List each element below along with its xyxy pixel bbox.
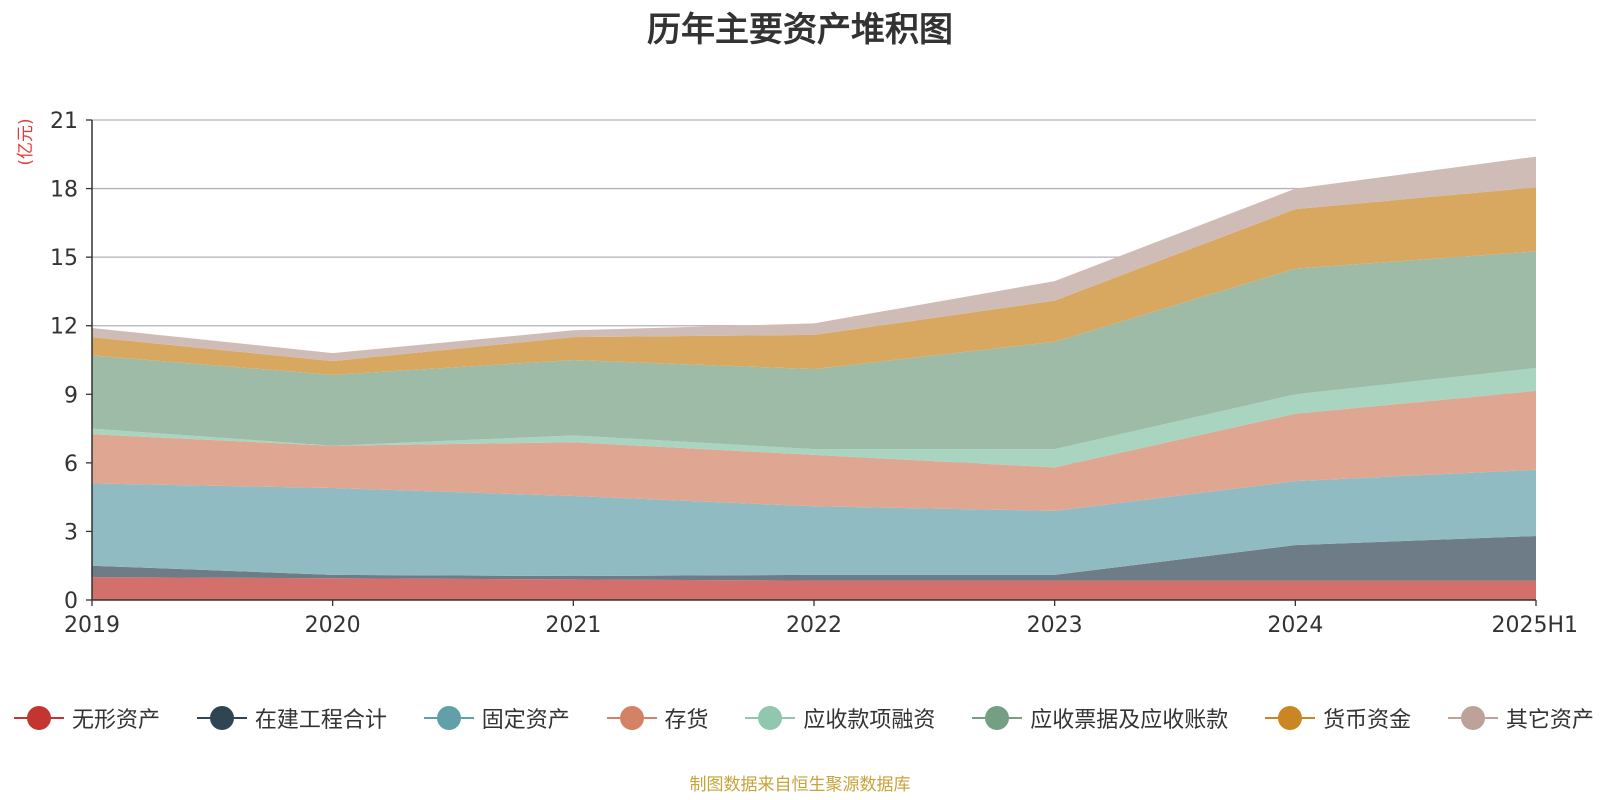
legend-marker-icon <box>196 705 247 731</box>
legend-label: 应收票据及应收账款 <box>1030 708 1229 733</box>
legend-marker-icon <box>423 705 474 731</box>
x-tick-label: 2023 <box>1027 613 1083 638</box>
legend-item[interactable]: 固定资产 <box>423 702 570 734</box>
legend-item[interactable]: 存货 <box>606 702 709 734</box>
legend-dot <box>436 706 461 730</box>
area-series <box>92 187 1536 375</box>
area-series <box>92 469 1536 576</box>
y-tick-label: 12 <box>50 315 78 340</box>
x-tick-label: 2022 <box>786 613 842 638</box>
x-tick-label: 2019 <box>64 613 120 638</box>
legend-label: 无形资产 <box>72 708 161 733</box>
y-tick-label: 9 <box>64 383 78 408</box>
legend-label: 在建工程合计 <box>254 708 387 733</box>
legend-dot <box>1278 706 1303 730</box>
y-tick-label: 18 <box>50 178 78 203</box>
legend-item[interactable]: 应收款项融资 <box>745 702 935 734</box>
legend-item[interactable]: 其它资产 <box>1447 702 1594 734</box>
area-series <box>92 156 1536 600</box>
legend-item[interactable]: 在建工程合计 <box>196 702 387 734</box>
axes: 0 3 6 9 12 15 18 21 2019 2020 2021 2022 2023 2024 2025… <box>50 109 1578 638</box>
y-tick-label: 21 <box>50 109 78 134</box>
legend-dot <box>619 706 644 730</box>
area-series <box>92 251 1536 450</box>
legend-marker-icon <box>1265 705 1316 731</box>
legend-item[interactable]: 无形资产 <box>14 702 160 734</box>
data-source-note: 制图数据来自恒生聚源数据库 <box>689 775 911 795</box>
legend-item[interactable]: 应收票据及应收账款 <box>972 702 1228 734</box>
legend-label: 其它资产 <box>1505 708 1594 733</box>
legend-marker-icon <box>14 705 64 731</box>
legend-label: 固定资产 <box>481 708 570 733</box>
chart-title: 历年主要资产堆积图 <box>647 10 953 50</box>
legend-dot <box>758 706 783 730</box>
legend-dot <box>985 706 1010 730</box>
x-tick-label: 2020 <box>305 613 361 638</box>
area-series <box>92 156 1536 362</box>
x-tick-label: 2025H1 <box>1491 613 1578 638</box>
legend-item[interactable]: 货币资金 <box>1265 702 1411 734</box>
y-tick-label: 0 <box>64 589 78 614</box>
legend-marker-icon <box>1447 705 1498 731</box>
legend-dot <box>1460 706 1485 730</box>
area-series <box>92 390 1536 511</box>
legend: 无形资产 在建工程合计 固定资产 存货 应收款项融资 应收票据及应收账款 货币资金 其它资产 <box>14 700 1594 736</box>
area-series <box>92 368 1536 468</box>
area-series <box>92 577 1536 600</box>
legend-dot <box>209 706 234 730</box>
y-axis-unit-label: (亿元) <box>16 118 36 165</box>
legend-label: 应收款项融资 <box>803 708 936 733</box>
y-tick-label: 3 <box>64 520 78 545</box>
legend-label: 存货 <box>664 708 709 733</box>
legend-label: 货币资金 <box>1323 708 1412 733</box>
legend-marker-icon <box>972 705 1023 731</box>
area-series <box>92 536 1536 581</box>
x-tick-label: 2021 <box>545 613 601 638</box>
legend-marker-icon <box>606 705 657 731</box>
y-tick-label: 15 <box>50 246 78 271</box>
legend-dot <box>27 706 51 730</box>
legend-marker-icon <box>745 705 796 731</box>
y-tick-label: 6 <box>64 452 78 477</box>
x-tick-label: 2024 <box>1267 613 1323 638</box>
